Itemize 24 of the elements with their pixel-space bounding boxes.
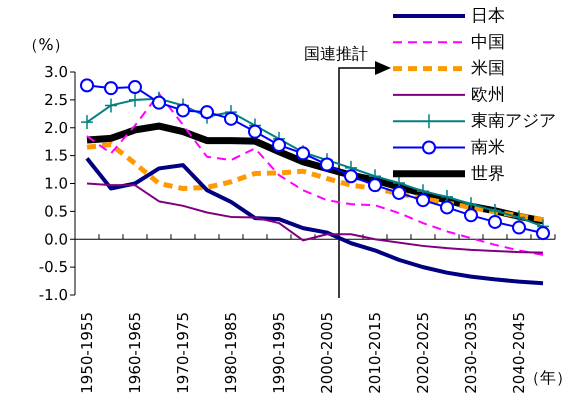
x-tick-label: 1970-1975 <box>174 312 192 394</box>
x-tick-label: 2020-2025 <box>414 312 432 394</box>
y-tick-label: 2.0 <box>44 118 68 137</box>
x-tick-label: 1950-1955 <box>78 312 96 394</box>
x-tick-label: 2030-2035 <box>462 312 480 394</box>
x-tick-label: 2000-2005 <box>318 312 336 394</box>
x-tick-label: 1990-1995 <box>270 312 288 394</box>
legend-label: 米国 <box>471 58 505 79</box>
legend-label: 欧州 <box>471 84 505 105</box>
ref-line-label: 国連推計 <box>304 44 368 63</box>
y-tick-label: 1.0 <box>44 174 68 192</box>
y-tick-label: -1.0 <box>38 286 68 304</box>
x-tick-label: 1960-1965 <box>126 312 144 394</box>
y-tick-label: 2.5 <box>44 90 68 109</box>
y-tick-label: -0.5 <box>38 258 68 276</box>
x-tick-label: 1980-1985 <box>222 312 240 394</box>
y-tick-label: 1.5 <box>44 146 68 165</box>
y-tick-label: 0.0 <box>44 230 68 248</box>
x-tick-label: 2010-2015 <box>366 312 384 394</box>
y-axis-title: （%） <box>22 35 70 54</box>
y-tick-label: 3.0 <box>44 63 68 81</box>
y-tick-label: 0.5 <box>44 202 68 220</box>
legend-label: 日本 <box>471 6 505 26</box>
legend-label: 中国 <box>471 32 505 52</box>
